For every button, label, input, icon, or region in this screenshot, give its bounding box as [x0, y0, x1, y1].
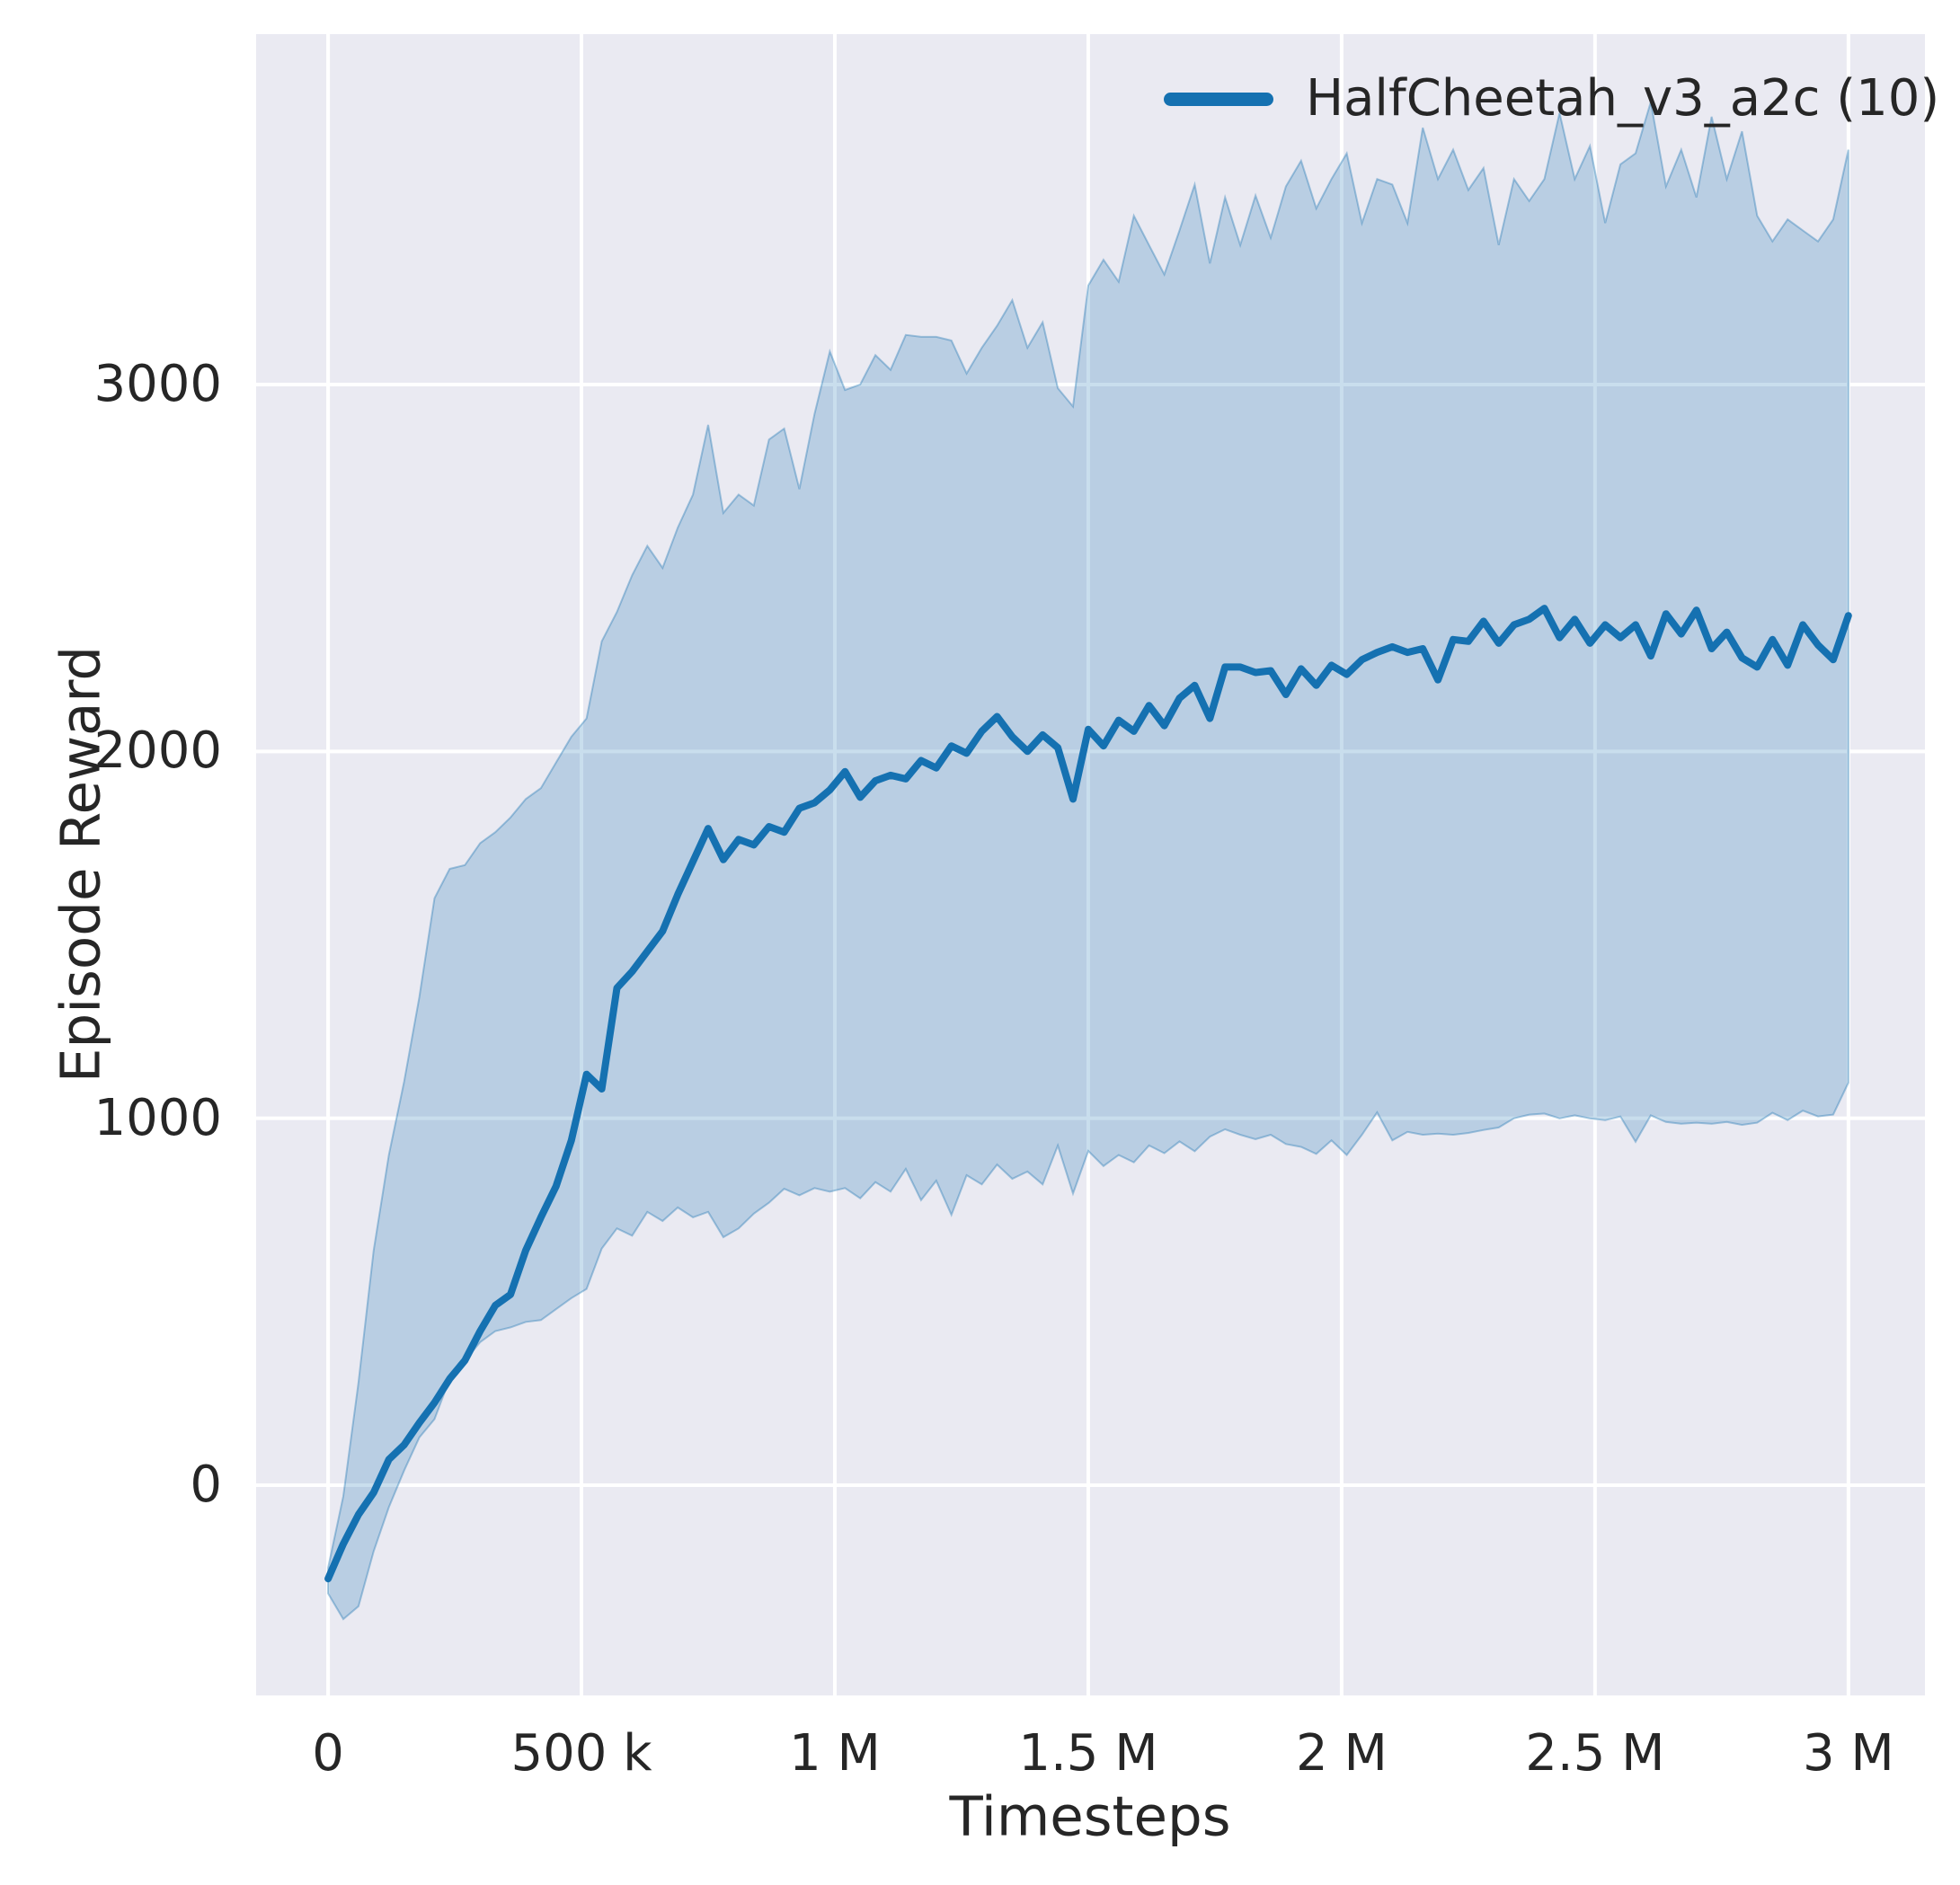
x-tick-label: 0: [312, 1724, 344, 1783]
y-tick-label: 3000: [93, 354, 222, 413]
legend-line-swatch: [1164, 92, 1273, 106]
legend: HalfCheetah_v3_a2c (10): [1164, 70, 1939, 128]
x-tick-label: 1.5 M: [1018, 1724, 1158, 1783]
x-axis-label: Timesteps: [949, 1784, 1231, 1849]
y-tick-label: 1000: [93, 1088, 222, 1147]
confidence-band: [327, 102, 1849, 1621]
x-tick-label: 2 M: [1296, 1724, 1388, 1783]
mean-line: [324, 605, 1852, 1583]
x-tick-label: 500 k: [510, 1724, 652, 1783]
x-tick-label: 1 M: [789, 1724, 881, 1783]
y-tick-label: 2000: [93, 721, 222, 781]
legend-series-label: HalfCheetah_v3_a2c (10): [1306, 69, 1940, 128]
plot-area: [256, 34, 1925, 1695]
y-tick-label: 0: [190, 1456, 222, 1515]
x-tick-label: 3 M: [1802, 1724, 1894, 1783]
x-tick-label: 2.5 M: [1525, 1724, 1665, 1783]
y-axis-label: Episode Reward: [49, 645, 113, 1084]
